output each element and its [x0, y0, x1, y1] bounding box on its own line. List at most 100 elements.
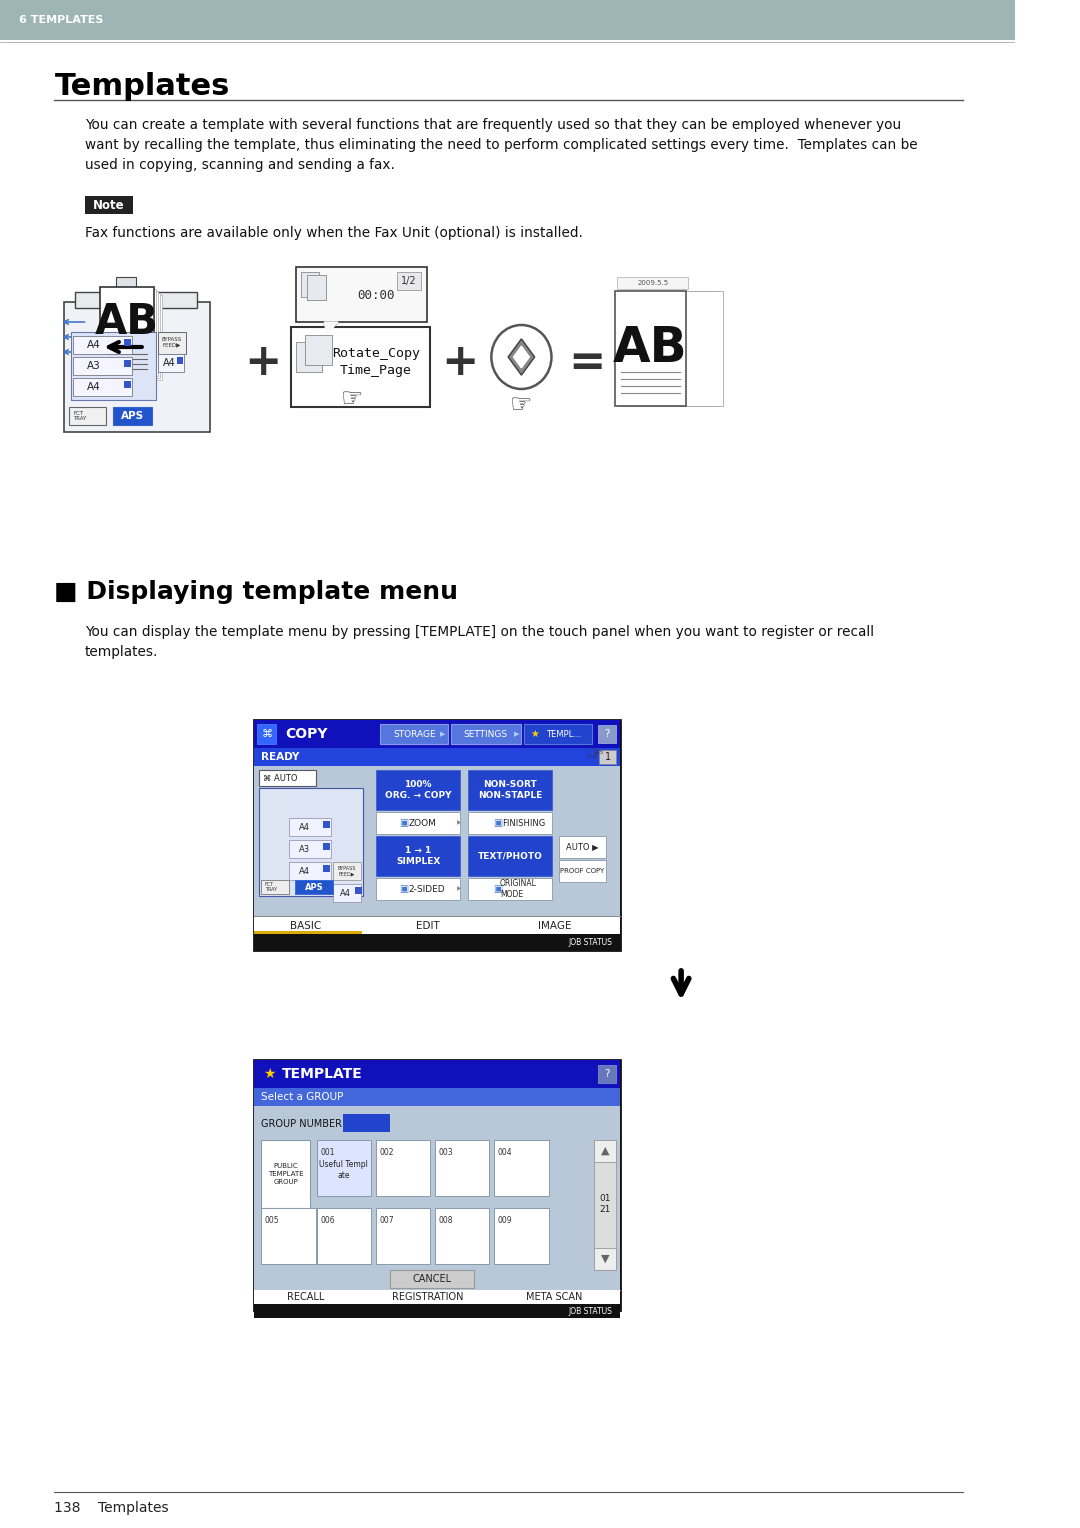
Text: A3: A3	[299, 845, 310, 854]
Bar	[376, 1140, 430, 1196]
Text: 00:00: 00:00	[357, 289, 394, 301]
Bar	[254, 720, 620, 950]
Text: 01
21: 01 21	[599, 1193, 611, 1215]
Text: ⌘ AUTO: ⌘ AUTO	[264, 773, 298, 782]
Text: AB: AB	[612, 324, 688, 371]
Bar	[261, 880, 289, 894]
Polygon shape	[509, 339, 535, 374]
Text: ▶: ▶	[440, 730, 445, 736]
Bar	[468, 836, 552, 876]
Text: ORIGINAL
MODE: ORIGINAL MODE	[500, 879, 537, 898]
Text: ▣: ▣	[494, 817, 502, 828]
Bar	[124, 380, 131, 388]
Text: BYPASS
FEED▶: BYPASS FEED▶	[162, 336, 183, 347]
Text: 009: 009	[498, 1216, 513, 1225]
Text: ZOOM: ZOOM	[408, 819, 436, 828]
Bar	[124, 361, 131, 367]
Text: Rotate_Copy
Time_Page: Rotate_Copy Time_Page	[332, 347, 420, 377]
Bar	[397, 272, 421, 290]
Text: FCT
TRAY: FCT TRAY	[265, 882, 278, 892]
Text: ⌘: ⌘	[261, 729, 272, 740]
Text: IMAGE: IMAGE	[538, 921, 571, 931]
Text: APS: APS	[305, 883, 323, 891]
Text: 005: 005	[265, 1216, 280, 1225]
Text: RECALL: RECALL	[286, 1293, 324, 1302]
Bar	[451, 724, 522, 744]
Bar	[559, 860, 606, 882]
Text: FCT
TRAY: FCT TRAY	[73, 411, 86, 422]
Bar	[333, 885, 361, 902]
Text: A4: A4	[87, 341, 102, 350]
Bar	[116, 277, 136, 293]
Text: AB: AB	[95, 301, 159, 342]
Text: ■ Displaying template menu: ■ Displaying template menu	[54, 581, 459, 604]
Bar	[254, 1088, 620, 1106]
Bar	[296, 267, 428, 322]
Bar	[355, 886, 362, 894]
Bar	[468, 879, 552, 900]
Text: FINISHING: FINISHING	[502, 819, 545, 828]
Bar	[435, 1140, 489, 1196]
Text: ▣: ▣	[400, 817, 408, 828]
Bar	[84, 196, 134, 214]
Text: ☞: ☞	[510, 393, 532, 417]
Bar	[71, 332, 156, 400]
Bar	[594, 1248, 617, 1270]
Text: STORAGE: STORAGE	[393, 729, 435, 738]
Text: Note: Note	[93, 199, 125, 211]
Bar	[73, 358, 132, 374]
Bar	[76, 292, 198, 309]
Text: Select a GROUP: Select a GROUP	[261, 1093, 343, 1102]
Bar	[524, 724, 592, 744]
Bar	[323, 865, 329, 872]
Text: ☞: ☞	[341, 387, 364, 411]
Bar	[104, 290, 158, 376]
Text: 100%
ORG. → COPY: 100% ORG. → COPY	[384, 781, 451, 799]
Bar	[158, 354, 184, 371]
Bar	[594, 1140, 617, 1270]
Bar	[306, 335, 332, 365]
Text: 007: 007	[379, 1216, 394, 1225]
Bar	[333, 862, 361, 880]
Bar	[254, 766, 620, 950]
Text: AUTO ▶: AUTO ▶	[566, 842, 598, 851]
Text: TEMPL...: TEMPL...	[546, 729, 581, 738]
Text: 001: 001	[321, 1148, 335, 1157]
Text: A4: A4	[340, 888, 351, 897]
Text: A4: A4	[87, 382, 102, 393]
Bar	[254, 1290, 620, 1303]
Text: ☞: ☞	[583, 744, 605, 767]
Bar	[618, 277, 688, 289]
Bar	[316, 1209, 372, 1264]
Bar	[376, 836, 460, 876]
Text: Useful Templ
ate: Useful Templ ate	[320, 1160, 368, 1180]
Text: ▲: ▲	[600, 1146, 609, 1157]
Bar	[390, 1270, 474, 1288]
Text: 6 TEMPLATES: 6 TEMPLATES	[18, 15, 104, 24]
Bar	[376, 770, 460, 810]
Bar	[634, 290, 704, 406]
Bar	[124, 339, 131, 345]
Bar	[380, 724, 448, 744]
Bar	[0, 0, 1014, 40]
Text: META SCAN: META SCAN	[526, 1293, 582, 1302]
Bar	[257, 724, 276, 744]
Bar	[254, 931, 362, 935]
Bar	[259, 788, 363, 895]
Bar	[495, 1209, 549, 1264]
Bar	[289, 862, 330, 880]
Text: BASIC: BASIC	[289, 921, 321, 931]
Text: JOB STATUS: JOB STATUS	[569, 938, 612, 946]
Bar	[64, 303, 210, 432]
Bar	[254, 1060, 620, 1088]
Text: You can display the template menu by pressing [TEMPLATE] on the touch panel when: You can display the template menu by pre…	[84, 625, 874, 659]
Bar	[323, 821, 329, 828]
Bar	[158, 332, 186, 354]
Bar	[376, 879, 460, 900]
Text: ★: ★	[264, 1067, 275, 1080]
Circle shape	[491, 325, 552, 390]
Text: ?: ?	[604, 729, 609, 740]
Text: 004: 004	[498, 1148, 513, 1157]
Bar	[289, 840, 330, 859]
Bar	[99, 287, 154, 371]
